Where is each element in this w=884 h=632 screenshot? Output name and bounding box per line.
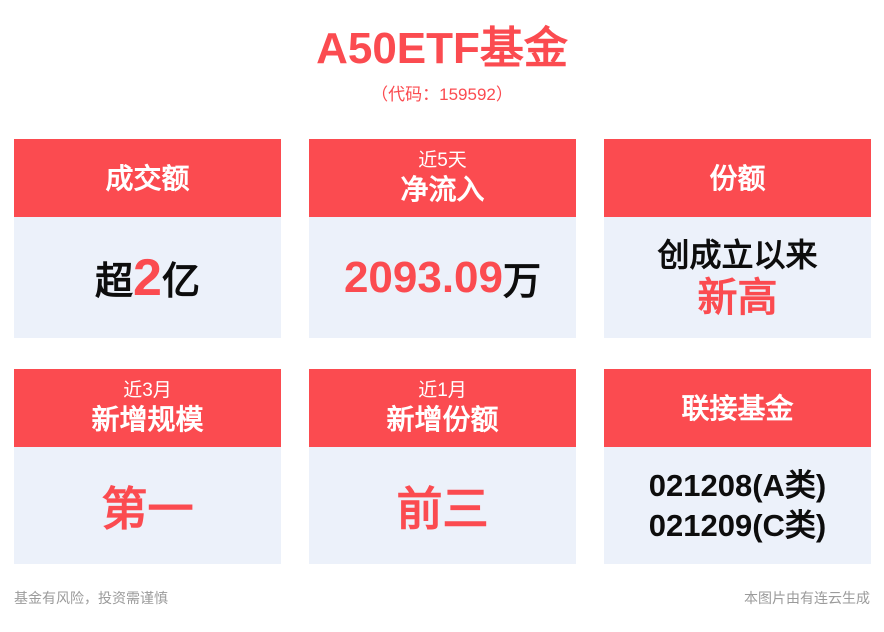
feeder-fund-code-a: 021208(A类) bbox=[648, 468, 827, 504]
fund-code: （代码：159592） bbox=[371, 85, 513, 104]
card-header-title: 联接基金 bbox=[681, 392, 794, 424]
card-new-shares-header: 近1月 新增份额 bbox=[309, 369, 576, 447]
card-header-title: 新增规模 bbox=[91, 404, 204, 436]
value-suffix: 亿 bbox=[161, 261, 200, 303]
value-line-red: 新高 bbox=[697, 275, 778, 320]
card-header-title: 净流入 bbox=[400, 174, 485, 206]
card-new-shares-1m: 近1月 新增份额 前三 bbox=[309, 369, 576, 564]
card-new-scale-value: 第一 bbox=[14, 447, 281, 564]
card-header-subtitle: 近3月 bbox=[123, 379, 172, 401]
feeder-fund-code-c: 021209(C类) bbox=[648, 507, 827, 543]
card-header-subtitle: 近5天 bbox=[418, 149, 467, 171]
value-suffix: 万 bbox=[503, 261, 542, 303]
card-new-scale-3m: 近3月 新增规模 第一 bbox=[14, 369, 281, 564]
value-highlight: 2 bbox=[133, 248, 162, 307]
image-credit: 本图片由有连云生成 bbox=[744, 590, 870, 606]
card-net-inflow-value: 2093.09 万 bbox=[309, 217, 576, 338]
card-header-subtitle: 近1月 bbox=[418, 379, 467, 401]
card-turnover-header: 成交额 bbox=[14, 139, 281, 217]
page-title: A50ETF基金 bbox=[316, 24, 568, 73]
card-new-scale-header: 近3月 新增规模 bbox=[14, 369, 281, 447]
card-net-inflow-5d: 近5天 净流入 2093.09 万 bbox=[309, 139, 576, 338]
card-shares-header: 份额 bbox=[604, 139, 871, 217]
card-shares-value: 创成立以来 新高 bbox=[604, 217, 871, 338]
value-line-black: 创成立以来 bbox=[657, 236, 818, 273]
value-prefix: 超 bbox=[95, 261, 134, 303]
value-highlight: 第一 bbox=[101, 482, 194, 535]
card-header-title: 新增份额 bbox=[386, 404, 499, 436]
risk-disclaimer: 基金有风险，投资需谨慎 bbox=[14, 590, 168, 606]
card-header-title: 成交额 bbox=[105, 162, 190, 194]
footer: 基金有风险，投资需谨慎 本图片由有连云生成 bbox=[14, 588, 870, 608]
card-feeder-fund-header: 联接基金 bbox=[604, 369, 871, 447]
value-highlight: 前三 bbox=[396, 482, 489, 535]
value-highlight: 2093.09 bbox=[343, 252, 504, 302]
card-shares: 份额 创成立以来 新高 bbox=[604, 139, 871, 338]
card-new-shares-value: 前三 bbox=[309, 447, 576, 564]
card-net-inflow-header: 近5天 净流入 bbox=[309, 139, 576, 217]
card-feeder-fund-value: 021208(A类) 021209(C类) bbox=[604, 447, 871, 564]
card-header-title: 份额 bbox=[709, 162, 766, 194]
card-feeder-fund: 联接基金 021208(A类) 021209(C类) bbox=[604, 369, 871, 564]
